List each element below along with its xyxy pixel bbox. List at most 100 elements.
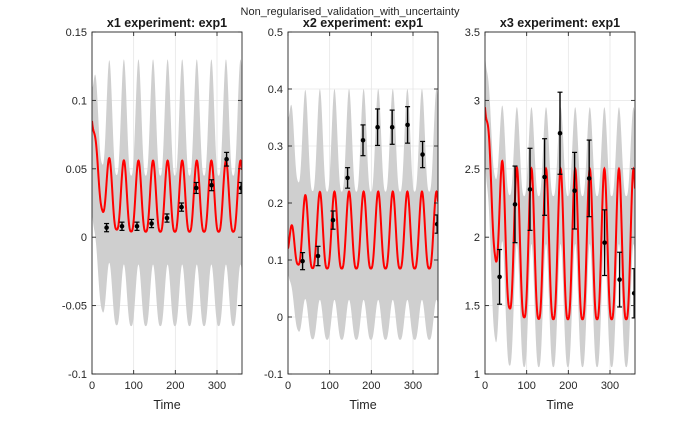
data-point (557, 91, 563, 175)
model-line (288, 190, 438, 270)
data-point (602, 209, 608, 277)
data-marker (375, 124, 380, 130)
y-tick-label: 2.5 (465, 164, 480, 176)
data-point (572, 151, 578, 230)
data-point (300, 251, 306, 271)
x-tick-label: 200 (559, 380, 577, 392)
x-tick-label: 100 (320, 380, 338, 392)
x-tick-label: 300 (601, 380, 619, 392)
data-point (389, 109, 395, 145)
plot-content (485, 52, 635, 368)
data-marker (617, 277, 622, 282)
x-tick-label: 200 (362, 380, 380, 392)
data-marker (330, 217, 336, 223)
data-marker (586, 176, 592, 181)
data-marker (631, 290, 635, 296)
x-axis-label: Time (349, 398, 376, 412)
data-point (104, 222, 110, 233)
figure-title: Non_regularised_validation_with_uncertai… (241, 6, 460, 18)
data-point (164, 213, 170, 223)
y-tick-label: 3 (474, 95, 480, 107)
data-marker (224, 156, 229, 162)
y-tick-label: 0.15 (66, 27, 87, 39)
data-point (542, 138, 548, 216)
data-marker (149, 221, 154, 226)
x-tick-label: 0 (89, 380, 95, 392)
x-axis-label: Time (153, 398, 180, 412)
y-tick-label: -0.1 (68, 369, 87, 381)
x-tick-label: 0 (285, 380, 291, 392)
y-tick-label: 1.5 (465, 301, 480, 313)
panel-title: x3 experiment: exp1 (500, 16, 620, 30)
uncertainty-band (288, 89, 438, 340)
data-marker (134, 223, 140, 229)
data-point (330, 210, 336, 230)
data-point (224, 151, 230, 167)
y-tick-label: 0.1 (268, 255, 283, 267)
uncertainty-band (485, 52, 635, 368)
y-tick-label: 0 (81, 232, 87, 244)
data-point (193, 181, 199, 195)
data-point (617, 251, 623, 308)
model-line (92, 120, 242, 233)
data-marker (527, 187, 533, 192)
data-point (238, 181, 242, 195)
plot-content (288, 89, 438, 340)
data-point (345, 167, 351, 189)
data-marker (209, 182, 214, 188)
axes-box (91, 31, 243, 375)
data-point (405, 106, 411, 144)
data-marker (193, 185, 199, 191)
data-point (497, 248, 503, 305)
data-point (512, 165, 518, 244)
y-tick-label: 0.3 (268, 141, 283, 153)
axes-box (484, 31, 636, 375)
data-marker (405, 122, 410, 128)
x-tick-label: 100 (124, 380, 142, 392)
x-tick-label: 300 (404, 380, 422, 392)
x-axis-label: Time (546, 398, 573, 412)
plot-content (92, 59, 242, 327)
data-point (315, 245, 321, 267)
y-tick-label: 0.2 (268, 198, 283, 210)
data-marker (119, 223, 125, 229)
x-tick-label: 300 (208, 380, 226, 392)
data-marker (512, 202, 518, 207)
data-marker (434, 221, 438, 227)
data-point (209, 179, 215, 192)
y-tick-label: -0.1 (264, 369, 283, 381)
y-tick-label: 0.1 (72, 95, 87, 107)
data-marker (542, 174, 547, 180)
data-marker (300, 258, 305, 264)
data-marker (389, 124, 395, 130)
x-tick-label: 100 (517, 380, 535, 392)
y-tick-label: -0.05 (62, 301, 87, 313)
panel-3: 0 100 200 300 1 1.5 2 2.5 3 3.5 x3 experiment: exp… (465, 16, 636, 412)
y-tick-label: 0.5 (268, 27, 283, 39)
data-marker (557, 130, 563, 136)
data-point (149, 218, 155, 229)
y-tick-label: 0 (277, 312, 283, 324)
data-marker (164, 215, 170, 221)
data-point (434, 214, 438, 234)
panel-2: 0 100 200 300-0.100.10.20.30.40.5x2 experim… (264, 16, 439, 412)
data-marker (360, 138, 366, 143)
data-marker (104, 225, 109, 230)
y-tick-label: 0.4 (268, 84, 283, 96)
data-marker (602, 240, 607, 245)
data-marker (179, 204, 184, 210)
panel-title: x1 experiment: exp1 (107, 16, 227, 30)
data-marker (238, 185, 242, 191)
data-point (527, 147, 533, 231)
y-tick-label: 3.5 (465, 27, 480, 39)
panel-1: 0 100 200 300 -0.1 -0.05 0 0.05 0.1 0.15 x1 experi… (62, 16, 243, 412)
data-point (360, 124, 366, 157)
x-tick-label: 200 (166, 380, 184, 392)
data-point (375, 108, 381, 147)
data-point (586, 139, 592, 218)
data-marker (315, 253, 321, 259)
data-marker (497, 274, 502, 280)
data-point (179, 202, 185, 212)
